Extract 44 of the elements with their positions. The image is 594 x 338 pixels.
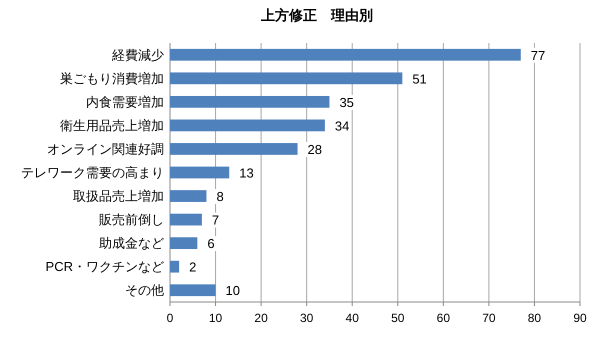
x-tick-label: 90 xyxy=(573,311,587,325)
x-tick-label: 60 xyxy=(436,311,450,325)
data-label: 35 xyxy=(339,94,354,110)
data-label: 51 xyxy=(412,71,427,86)
y-tick-label: 助成金など xyxy=(99,236,164,251)
bar xyxy=(170,166,230,178)
x-tick-label: 30 xyxy=(300,311,314,325)
data-label: 7 xyxy=(212,212,220,228)
y-tick-label: その他 xyxy=(125,282,164,298)
y-tick-label: オンライン関連好調 xyxy=(47,141,164,156)
bar xyxy=(170,143,298,155)
bar xyxy=(170,260,180,273)
x-tick-label: 70 xyxy=(482,311,496,325)
y-tick-label: 衛生用品売上増加 xyxy=(60,118,164,133)
x-tick-label: 50 xyxy=(391,311,405,325)
y-tick-label: 販売前倒し xyxy=(99,212,164,228)
bar xyxy=(170,120,325,132)
bar xyxy=(170,190,206,202)
bar xyxy=(170,284,216,296)
bar xyxy=(170,237,198,250)
y-tick-label: 取扱品売上増加 xyxy=(73,188,164,204)
y-tick-label: PCR・ワクチンなど xyxy=(46,259,164,274)
y-tick-label: 巣ごもり消費増加 xyxy=(60,70,164,86)
x-tick-label: 10 xyxy=(208,311,223,325)
x-tick-label: 40 xyxy=(346,311,360,325)
data-label: 28 xyxy=(308,142,322,157)
bar xyxy=(170,96,330,108)
x-tick-label: 80 xyxy=(528,311,542,325)
data-label: 10 xyxy=(226,283,240,298)
bar xyxy=(170,214,202,226)
data-label: 8 xyxy=(216,189,224,204)
chart-title: 上方修正 理由別 xyxy=(260,7,373,23)
y-tick-label: テレワーク需要の高まり xyxy=(21,165,164,180)
y-tick-label: 経費減少 xyxy=(111,47,164,62)
data-label: 2 xyxy=(189,260,196,275)
data-label: 13 xyxy=(239,166,254,180)
bar xyxy=(170,72,402,84)
data-label: 34 xyxy=(334,118,350,134)
x-tick-label: 0 xyxy=(166,311,174,325)
data-label: 77 xyxy=(530,48,546,63)
x-tick-label: 20 xyxy=(254,311,268,325)
y-tick-label: 内食需要増加 xyxy=(86,94,164,110)
bar xyxy=(170,48,521,61)
data-label: 6 xyxy=(207,236,215,252)
